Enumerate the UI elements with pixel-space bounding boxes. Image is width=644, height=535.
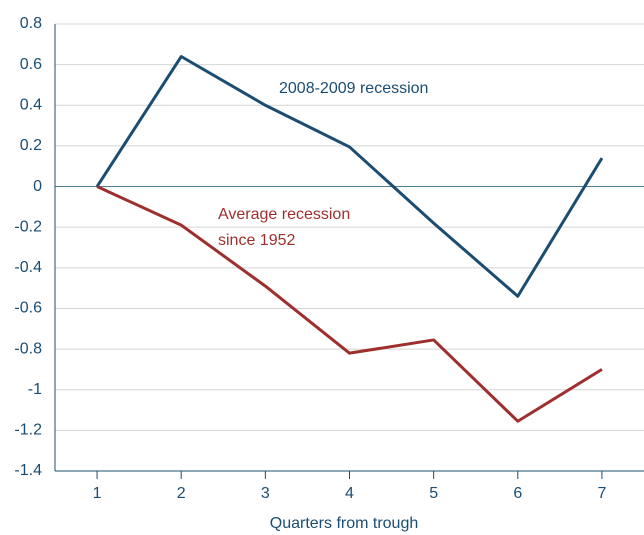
annotation: Average recession — [218, 206, 350, 223]
series-line — [96, 185, 603, 423]
series-line — [95, 55, 604, 298]
y-tick-label: -0.8 — [14, 340, 42, 357]
y-tick-label: 0 — [33, 178, 42, 195]
y-tick-label: -0.6 — [14, 300, 42, 317]
y-tick-label: 0.4 — [20, 96, 42, 113]
y-tick-label: -1 — [28, 381, 42, 398]
y-tick-label: 0.2 — [20, 137, 42, 154]
x-tick-label: 4 — [345, 485, 354, 502]
x-tick-label: 2 — [177, 485, 186, 502]
y-tick-label: -1.2 — [14, 422, 42, 439]
y-tick-label: 0.8 — [20, 15, 42, 32]
x-tick-label: 5 — [429, 485, 438, 502]
y-tick-label: 0.6 — [20, 56, 42, 73]
annotation: since 1952 — [218, 232, 295, 249]
x-axis-title: Quarters from trough — [270, 515, 419, 532]
y-tick-label: -0.2 — [14, 218, 42, 235]
x-tick-label: 3 — [261, 485, 270, 502]
annotation: 2008-2009 recession — [279, 80, 428, 97]
y-tick-label: -1.4 — [14, 462, 42, 479]
x-tick-label: 7 — [597, 485, 606, 502]
y-tick-label: -0.4 — [14, 259, 42, 276]
x-tick-label: 6 — [513, 485, 522, 502]
x-tick-label: 1 — [93, 485, 102, 502]
